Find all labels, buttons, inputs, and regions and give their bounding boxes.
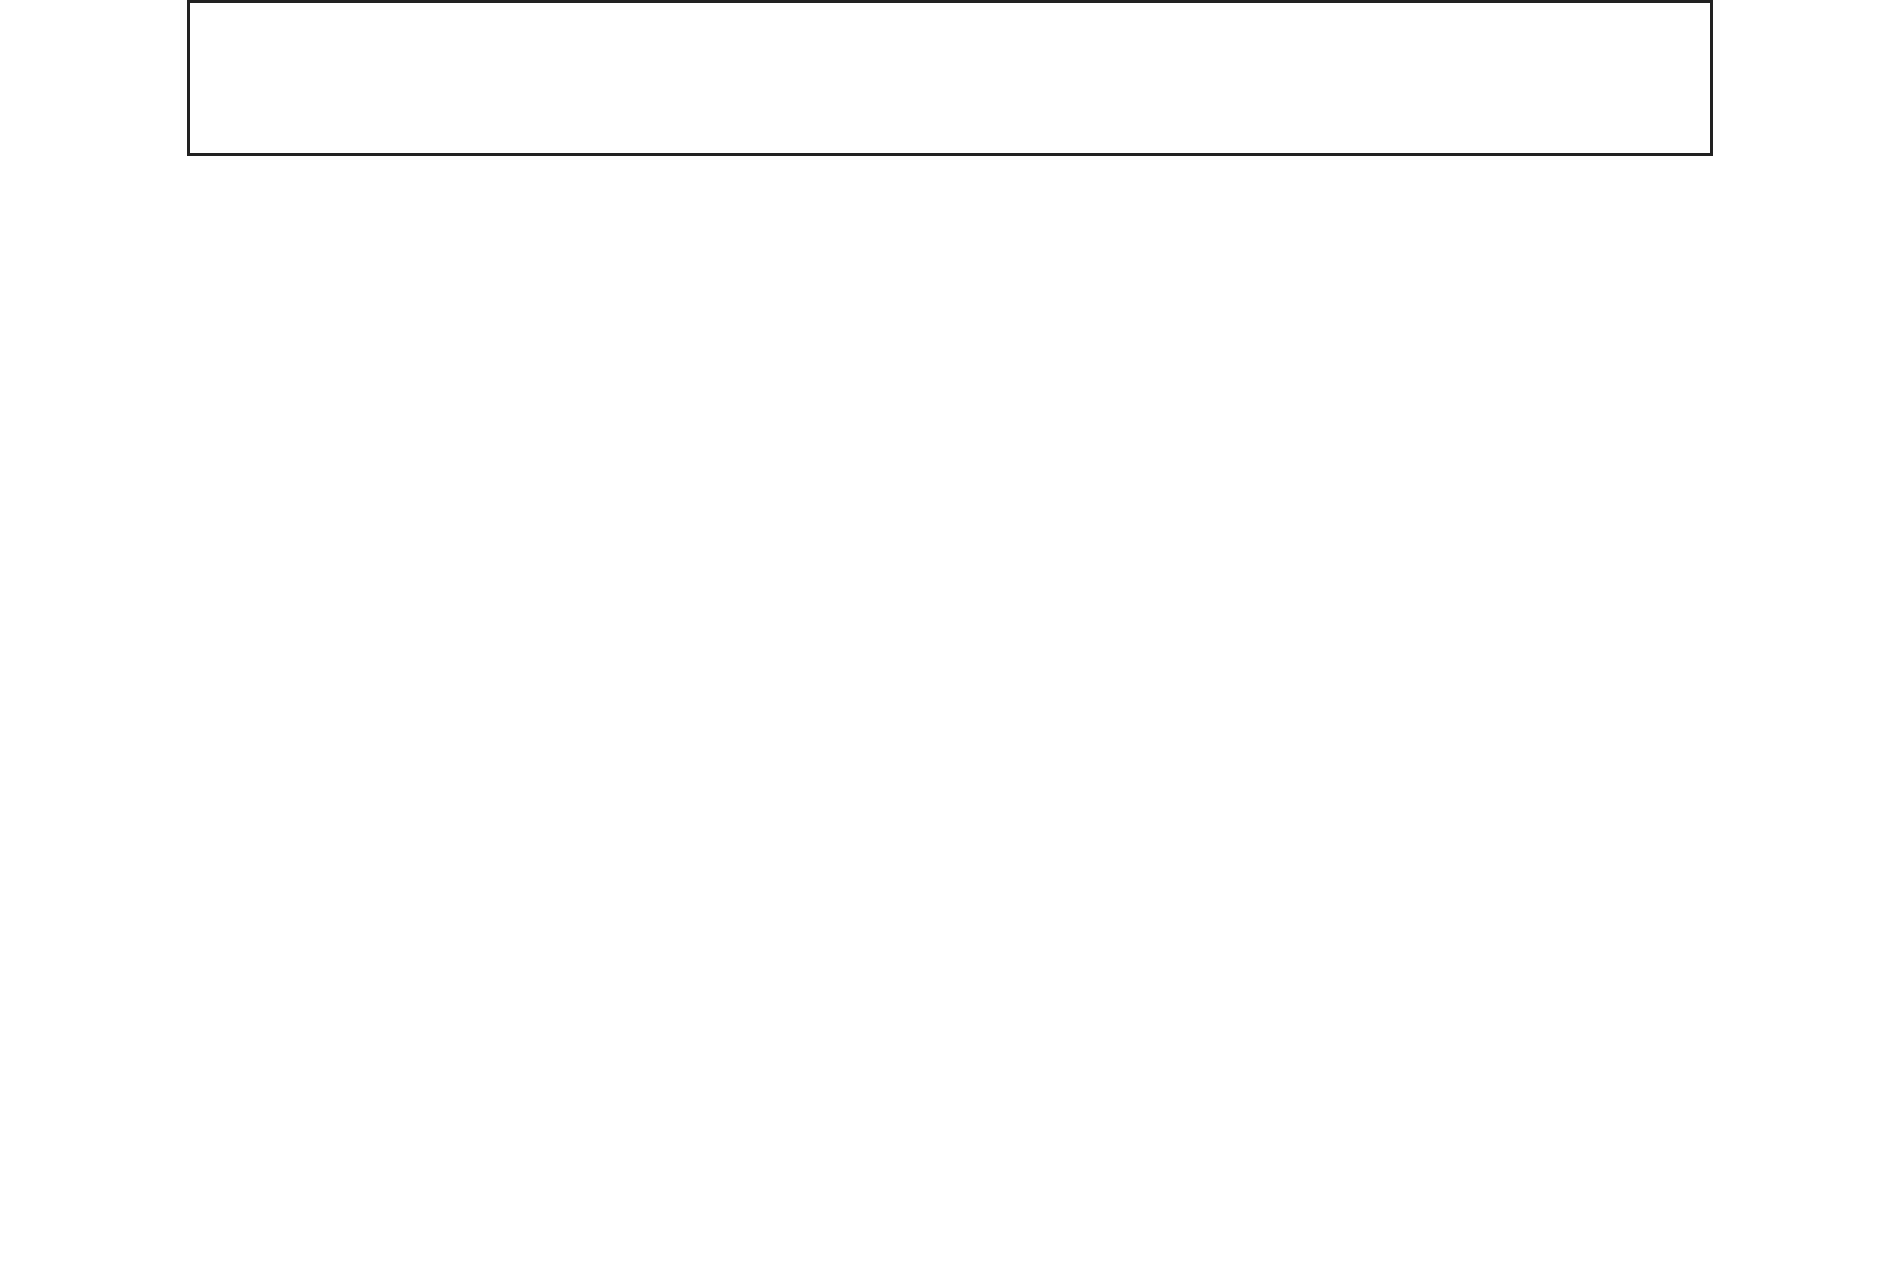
colorbar xyxy=(0,0,300,150)
panel-sigma-phi xyxy=(187,0,1713,156)
